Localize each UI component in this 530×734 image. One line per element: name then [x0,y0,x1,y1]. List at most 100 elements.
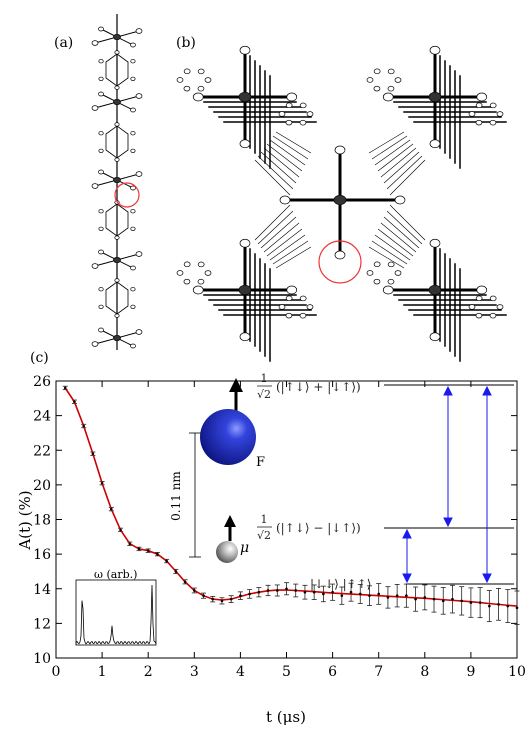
atom [130,343,136,349]
x-tick-label: 3 [190,664,199,680]
atom [114,122,120,127]
atom [98,209,104,214]
atom [394,270,402,276]
atom [183,278,191,285]
atom [204,77,212,83]
atom [183,85,191,92]
x-tick-label: 10 [508,664,526,680]
x-tick-label: 0 [52,664,61,680]
atom [130,131,136,136]
atom [239,45,251,55]
atom [130,59,136,64]
data-point [303,590,307,594]
atom [475,295,483,302]
atom [489,102,497,109]
atom [114,50,120,55]
atom [285,102,293,109]
bond [386,210,423,245]
data-point [156,552,159,556]
atom [489,312,497,319]
data-point [405,594,408,597]
atom [476,92,488,102]
atom [366,77,374,83]
atom [366,270,374,276]
atom [98,26,104,32]
atom [373,278,381,285]
atom [306,304,314,310]
atom [394,77,402,83]
bond [275,246,312,269]
atom [98,131,104,136]
atom [91,263,99,269]
data-point [220,599,224,603]
data-point [248,592,251,596]
atom [387,85,395,92]
atom [382,92,394,102]
bond [371,240,408,265]
x-tick-label: 7 [374,664,383,680]
data-point [312,590,316,594]
atom [130,107,136,113]
y-axis-label: A(t) (%) [16,490,34,550]
atom [98,327,104,333]
data-point [368,594,371,597]
bond [254,204,291,241]
atom [98,76,104,81]
bond [260,216,297,249]
atom [113,98,121,106]
bond [266,228,303,257]
bond [263,222,300,253]
distance-label: 0.11 nm [169,471,183,521]
atom [468,111,476,117]
data-points [63,386,519,610]
atom [382,285,394,295]
atom [130,304,136,309]
atom [496,111,504,117]
bond [383,151,420,184]
bond [380,147,417,178]
atom [299,119,307,126]
bond [389,159,426,196]
bond [368,246,405,269]
atom [113,256,121,264]
x-tick-label: 2 [144,664,153,680]
fluorine-label: F [256,455,265,470]
y-tick-labels: 10 12 14 16 18 20 22 24 26 [33,374,51,667]
atom [496,304,504,310]
bond [380,222,417,253]
transition-arrows [402,385,492,584]
data-point [386,596,390,599]
chain-structure-a [91,14,143,350]
data-point [294,589,298,592]
bond [368,131,405,154]
atom [278,304,286,310]
arrow-head [443,517,453,528]
panel-b-label: (b) [176,35,196,51]
inset-peaks [75,584,157,645]
bond [389,204,426,241]
data-point [478,601,482,604]
data-point [110,507,113,511]
atom [98,287,104,292]
data-point [128,542,132,546]
muon-spin-arrowhead [224,515,236,527]
x-axis-label: t (μs) [266,708,306,726]
inset-label: ω (arb.) [94,568,137,581]
data-point [165,559,168,563]
arrow-head [482,573,492,584]
atom [285,295,293,302]
atom [91,341,99,347]
atom [299,295,307,302]
atom [238,91,252,103]
atom [130,226,136,231]
y-tick-label: 20 [33,478,51,494]
energy-level-diagram: 1 √2 (|↑↓⟩ + |↓↑⟩) 1 √2 (|↑↓⟩ − |↓↑⟩) |↓… [257,372,514,591]
atom [489,295,497,302]
atom [113,334,121,342]
middle-prefactor-num: 1 [261,513,268,526]
panel-c-label: (c) [30,350,49,366]
data-point [432,597,436,601]
atom [239,332,251,342]
top-prefactor-den: √2 [257,388,271,401]
atom [475,119,483,126]
